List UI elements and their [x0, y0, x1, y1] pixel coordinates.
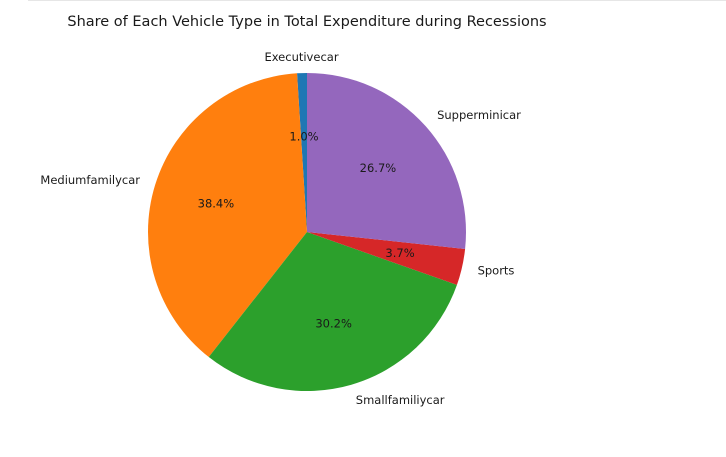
pie-value-label-mediumfamilycar: 38.4% [198, 197, 235, 211]
pie-value-label-supperminicar: 26.7% [360, 161, 397, 175]
pie-category-label-smallfamiliycar: Smallfamiliycar [356, 393, 445, 407]
pie-slice-sports [307, 232, 466, 285]
pie-slice-mediumfamilycar [147, 73, 307, 358]
pie-value-label-executivecar: 1.0% [289, 130, 318, 144]
pie-value-label-sports: 3.7% [385, 246, 414, 260]
chart-title: Share of Each Vehicle Type in Total Expe… [67, 14, 546, 30]
category-labels: Executivecar Mediumfamilycar Smallfamiliyc… [40, 50, 521, 407]
pie-category-label-supperminicar: Supperminicar [437, 108, 521, 122]
pie-category-label-sports: Sports [478, 264, 515, 278]
pie-category-label-executivecar: Executivecar [264, 50, 338, 64]
pie-slice-supperminicar [307, 73, 466, 249]
pie-slice-executivecar [297, 72, 307, 232]
percentage-labels: 1.0% 38.4% 30.2% 3.7% 26.7% [198, 130, 415, 331]
top-border-line [28, 0, 726, 1]
pie-slice-smallfamiliycar [208, 232, 457, 392]
pie-category-label-mediumfamilycar: Mediumfamilycar [40, 173, 140, 187]
pie-value-label-smallfamiliycar: 30.2% [315, 317, 352, 331]
pie-slices [147, 72, 466, 392]
